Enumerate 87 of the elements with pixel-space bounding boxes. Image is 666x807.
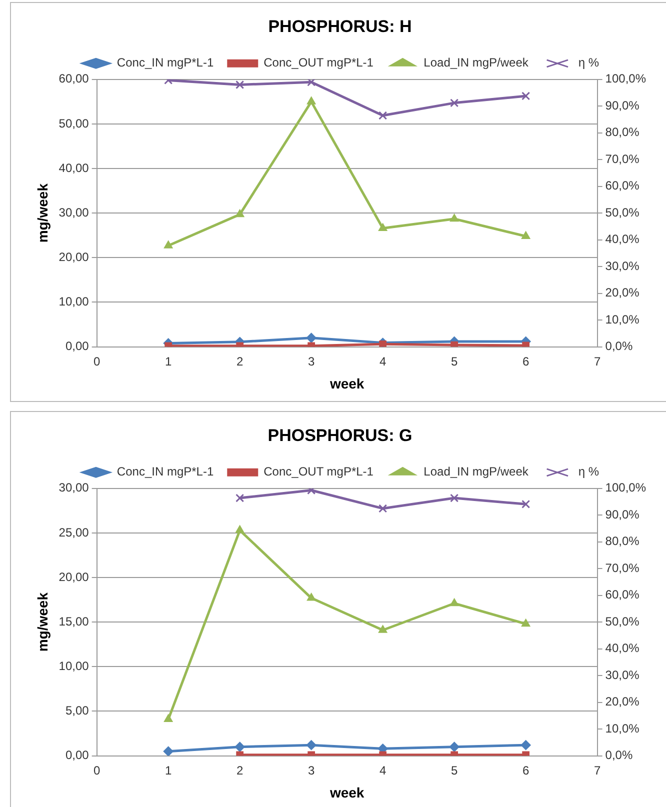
x-tick-label: 7 xyxy=(594,763,601,778)
y2-tick-label: 0,0% xyxy=(605,748,633,762)
y2-tick-label: 20,0% xyxy=(605,286,640,300)
y2-tick-label: 90,0% xyxy=(605,507,640,522)
y2-tick-label: 100,0% xyxy=(605,72,646,86)
y2-tick-label: 100,0% xyxy=(605,480,646,495)
point xyxy=(378,625,388,633)
y2-tick-label: 30,0% xyxy=(605,258,640,273)
y2-tick-label: 70,0% xyxy=(605,560,640,575)
y2-tick-label: 90,0% xyxy=(605,98,640,112)
y-tick-label: 20,00 xyxy=(58,250,90,264)
x-axis-title: week xyxy=(328,375,364,392)
point xyxy=(449,742,460,752)
point xyxy=(164,714,173,722)
y2-tick-label: 20,0% xyxy=(605,694,640,709)
legend-label: η % xyxy=(578,56,600,70)
y-tick-label: 0,00 xyxy=(65,748,90,762)
point xyxy=(521,231,530,240)
y-tick-label: 60,00 xyxy=(58,72,90,86)
point xyxy=(306,593,316,601)
point xyxy=(306,96,316,104)
point xyxy=(450,214,459,222)
y2-tick-label: 30,0% xyxy=(605,668,640,682)
legend-label: Load_IN mgP/week xyxy=(424,464,530,479)
y-tick-label: 40,00 xyxy=(58,160,90,175)
x-tick-label: 4 xyxy=(379,763,386,778)
x-tick-label: 6 xyxy=(522,354,530,368)
x-tick-label: 3 xyxy=(308,763,315,778)
legend-label: Conc_OUT mgP*L-1 xyxy=(264,56,374,70)
point xyxy=(235,209,244,218)
y-tick-label: 0,00 xyxy=(65,339,90,354)
y2-tick-label: 60,0% xyxy=(605,178,640,193)
y-axis-title: mg/week xyxy=(34,183,50,243)
legend-label: Conc_IN mgP*L-1 xyxy=(116,464,214,479)
x-tick-label: 6 xyxy=(522,763,530,778)
point xyxy=(379,340,386,347)
y-tick-label: 20,00 xyxy=(58,570,90,584)
y-tick-label: 30,00 xyxy=(58,480,90,495)
y2-tick-label: 40,0% xyxy=(605,641,640,656)
point xyxy=(522,342,530,347)
y2-tick-label: 70,0% xyxy=(605,152,640,166)
legend-label: Conc_IN mgP*L-1 xyxy=(116,56,214,70)
y2-tick-label: 40,0% xyxy=(605,232,640,246)
point xyxy=(450,598,459,606)
y2-tick-label: 10,0% xyxy=(605,312,640,326)
y2-tick-label: 50,0% xyxy=(605,614,640,628)
y2-tick-label: 80,0% xyxy=(605,534,640,548)
x-tick-label: 4 xyxy=(379,354,386,368)
y2-tick-label: 60,0% xyxy=(605,588,640,602)
point xyxy=(164,240,173,248)
y-tick-label: 10,00 xyxy=(58,658,90,673)
legend-label: Load_IN mgP/week xyxy=(424,56,530,70)
x-tick-label: 2 xyxy=(236,763,244,778)
point xyxy=(306,332,316,343)
x-axis-title: week xyxy=(328,784,364,800)
point xyxy=(163,746,174,756)
point xyxy=(521,618,530,627)
y2-tick-label: 50,0% xyxy=(605,205,640,220)
point xyxy=(520,740,531,750)
x-tick-label: 0 xyxy=(93,354,100,368)
legend-label: η % xyxy=(578,464,600,479)
y2-tick-label: 0,0% xyxy=(605,339,633,354)
chart-title: PHOSPHORUS: G xyxy=(268,426,412,445)
y-tick-label: 15,00 xyxy=(58,614,90,628)
y-tick-label: 5,00 xyxy=(65,704,90,718)
y-tick-label: 50,00 xyxy=(58,116,90,130)
x-tick-label: 0 xyxy=(93,763,100,778)
x-tick-label: 2 xyxy=(236,354,244,368)
y-tick-label: 10,00 xyxy=(58,294,90,309)
point xyxy=(378,223,388,232)
x-tick-label: 3 xyxy=(308,354,315,368)
x-tick-label: 5 xyxy=(450,354,458,368)
x-tick-label: 1 xyxy=(164,354,172,368)
point xyxy=(306,740,316,750)
x-tick-label: 1 xyxy=(164,763,172,778)
point xyxy=(234,742,245,752)
y-tick-label: 30,00 xyxy=(58,205,90,220)
y-tick-label: 25,00 xyxy=(58,525,90,540)
legend-label: Conc_OUT mgP*L-1 xyxy=(264,464,374,479)
chart-title: PHOSPHORUS: H xyxy=(268,16,412,36)
y2-tick-label: 10,0% xyxy=(605,721,640,736)
x-tick-label: 5 xyxy=(450,763,458,778)
point xyxy=(235,525,244,534)
y-axis-title: mg/week xyxy=(34,592,50,652)
x-tick-label: 7 xyxy=(594,354,601,368)
y2-tick-label: 80,0% xyxy=(605,125,640,140)
point xyxy=(450,341,458,347)
